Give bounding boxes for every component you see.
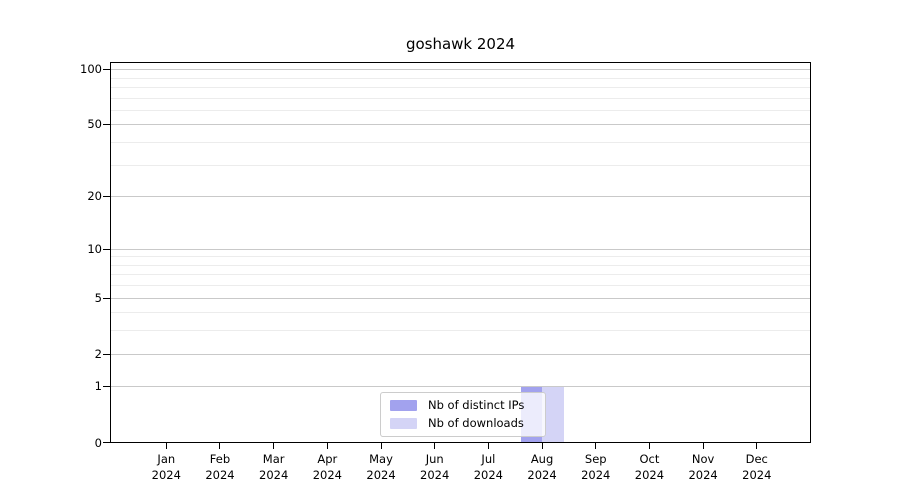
bar-downloads-aug [542,386,564,443]
x-axis-tick-label: Jun 2024 [420,452,450,482]
chart-title: goshawk 2024 [405,35,516,53]
y-axis-tick [103,69,110,71]
x-axis-tick [648,443,650,449]
x-axis-tick [219,443,221,449]
legend-swatch-distinct-ips [390,400,417,411]
x-axis-tick [380,443,382,449]
x-axis-tick [434,443,436,449]
minor-gridline [110,256,811,258]
plot-area: 0 1 2 5 10 20 50 100 Jan 2024 Feb 2024 Mar 2024 Ap… [80,62,811,482]
minor-gridline [110,285,811,287]
minor-gridline [110,274,811,276]
y-axis-tick [103,353,110,355]
x-axis-tick-label: Aug 2024 [527,452,557,482]
x-axis-tick [541,443,543,449]
y-axis-tick-label: 0 [94,435,102,450]
major-gridline [110,196,811,198]
x-axis-tick-label: May 2024 [366,452,396,482]
x-axis-tick-label: Apr 2024 [312,452,342,482]
y-axis-tick-label: 10 [87,241,102,256]
legend-label-distinct-ips: Nb of distinct IPs [428,398,525,412]
minor-gridline [110,77,811,79]
x-axis-tick-label: Jan 2024 [151,452,181,482]
x-axis-tick [165,443,167,449]
y-axis-tick-label: 50 [87,117,102,132]
y-axis-tick-label: 100 [80,62,102,77]
y-axis-tick-label: 5 [94,290,102,305]
minor-gridline [110,97,811,99]
legend: Nb of distinct IPs Nb of downloads [380,392,546,437]
x-axis-tick [702,443,704,449]
x-axis-tick-label: Sep 2024 [581,452,611,482]
legend-item-downloads: Nb of downloads [390,416,536,431]
x-axis-tick [326,443,328,449]
y-axis-tick [103,248,110,250]
y-axis-tick-label: 2 [94,346,102,361]
major-gridline [110,248,811,250]
x-axis-tick-label: Dec 2024 [742,452,772,482]
major-gridline [110,386,811,388]
x-axis-tick [487,443,489,449]
x-axis-tick [756,443,758,449]
legend-label-downloads: Nb of downloads [428,416,524,430]
x-axis-tick-label: Oct 2024 [634,452,665,482]
x-axis-tick [273,443,275,449]
y-axis-tick [103,196,110,198]
legend-item-distinct-ips: Nb of distinct IPs [390,398,536,413]
major-gridline [110,124,811,126]
y-axis-tick-label: 1 [94,379,102,394]
y-axis-tick-label: 20 [87,189,102,204]
minor-gridline [110,86,811,88]
x-axis-tick-label: Nov 2024 [688,452,718,482]
y-axis-tick [103,386,110,388]
legend-swatch-downloads [390,418,417,429]
minor-gridline [110,312,811,314]
x-axis-tick-label: Jul 2024 [473,452,504,482]
minor-gridline [110,109,811,111]
x-axis-tick-label: Feb 2024 [205,452,235,482]
y-axis-tick [103,124,110,126]
minor-gridline [110,142,811,144]
major-gridline [110,297,811,299]
y-axis-tick [103,441,110,443]
minor-gridline [110,164,811,166]
x-axis-tick [595,443,597,449]
minor-gridline [110,330,811,332]
y-axis-tick [103,297,110,299]
x-axis-tick-label: Mar 2024 [259,452,289,482]
major-gridline [110,353,811,355]
major-gridline [110,69,811,71]
minor-gridline [110,264,811,266]
